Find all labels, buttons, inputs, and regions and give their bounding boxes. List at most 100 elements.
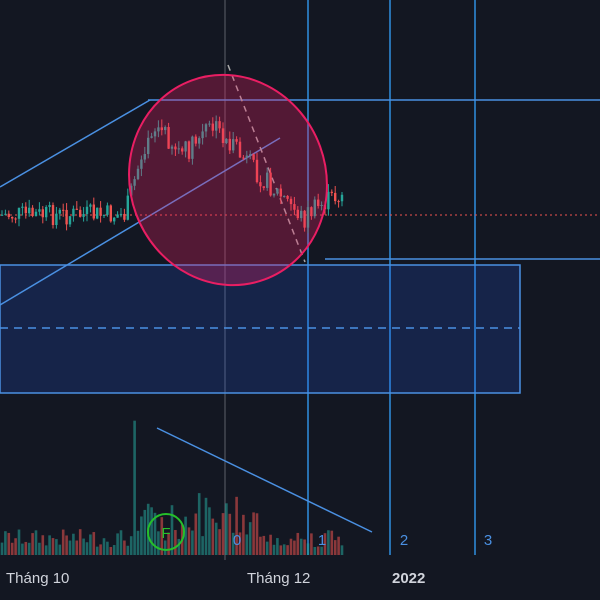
candle-body <box>283 195 286 197</box>
volume-bar <box>177 538 181 555</box>
volume-bar <box>174 530 177 555</box>
volume-bar <box>75 540 79 555</box>
candle-body <box>221 128 225 144</box>
candle-body <box>143 153 146 160</box>
candle-body <box>194 136 197 144</box>
volume-bar <box>242 514 245 555</box>
volume-bar <box>133 420 136 555</box>
candle-body <box>106 205 109 215</box>
candle-body <box>266 172 269 188</box>
volume-bar <box>21 543 24 555</box>
volume-bar <box>184 516 187 555</box>
volume-bar <box>225 503 228 555</box>
candle-body <box>55 213 58 226</box>
volume-bar <box>303 539 306 555</box>
candle-body <box>211 123 214 131</box>
volume-bar <box>143 509 147 555</box>
candle-body <box>119 213 123 215</box>
candle-body <box>4 213 7 215</box>
volume-bar <box>279 545 283 555</box>
volume-bar <box>92 532 96 555</box>
volume-bar <box>262 535 266 555</box>
candle-body <box>225 138 228 144</box>
volume-bar <box>123 540 126 555</box>
candle-body <box>68 216 72 225</box>
candle-body <box>177 148 180 150</box>
volume-bar <box>112 545 116 555</box>
wave-label: 3 <box>484 532 492 549</box>
volume-bar <box>238 532 242 555</box>
volume-bar <box>296 532 300 555</box>
volume-bar <box>116 533 119 555</box>
candle-body <box>262 186 265 188</box>
candle-body <box>306 207 310 228</box>
volume-bar <box>89 534 92 555</box>
volume-bar <box>41 535 45 555</box>
candle-body <box>259 182 262 187</box>
volume-bar <box>7 532 11 555</box>
candle-body <box>147 137 150 154</box>
candle-body <box>157 127 160 132</box>
candle-body <box>334 192 337 202</box>
volume-bar <box>48 535 51 555</box>
candle-body <box>300 210 303 219</box>
candle-body <box>252 154 255 160</box>
candle-body <box>0 214 4 216</box>
candle-body <box>293 204 296 210</box>
candle-body <box>191 136 194 159</box>
volume-bar <box>99 544 102 555</box>
price-zone <box>0 264 521 394</box>
wave-label: 2 <box>400 532 408 549</box>
volume-bar <box>126 545 130 555</box>
volume-bar <box>201 536 204 555</box>
candle-body <box>164 127 167 131</box>
volume-bar <box>157 531 160 555</box>
volume-bar <box>289 538 293 555</box>
candle-body <box>167 127 170 149</box>
candle-body <box>99 207 102 216</box>
dashed-projection <box>227 64 306 263</box>
candle-body <box>303 210 306 228</box>
volume-bar <box>68 540 72 555</box>
candle-body <box>123 213 126 220</box>
candle-body <box>218 121 221 129</box>
candles <box>0 115 344 234</box>
candle-body <box>58 209 61 214</box>
candle-body <box>249 154 252 156</box>
candle-body <box>184 141 187 152</box>
volume-bar <box>150 507 153 555</box>
candle-body <box>330 191 333 193</box>
volume-bar <box>231 532 235 555</box>
candle-body <box>24 206 27 214</box>
volume-bar <box>214 522 218 555</box>
volume-bar <box>255 513 259 555</box>
candle-body <box>140 159 143 169</box>
candle-body <box>28 207 31 214</box>
volume-bar <box>65 535 68 555</box>
candle-body <box>14 218 17 220</box>
volume-bar <box>55 539 58 555</box>
candle-body <box>245 155 248 159</box>
wave-label: 0 <box>233 532 241 549</box>
candle-body <box>289 198 293 205</box>
candle-body <box>79 209 82 217</box>
volume-bar <box>4 531 7 555</box>
candle-body <box>174 146 177 150</box>
volume-bar <box>58 544 62 555</box>
candle-body <box>313 199 316 217</box>
volume-bar <box>14 538 17 555</box>
volume-bar <box>24 541 28 555</box>
candle-body <box>116 214 119 218</box>
candle-body <box>204 124 208 132</box>
volume-bar <box>252 512 255 555</box>
volume-bar <box>265 541 269 555</box>
candle-body <box>310 207 313 217</box>
volume-bar <box>17 529 21 555</box>
volume-bar <box>323 533 327 555</box>
candle-body <box>235 139 238 142</box>
candle-body <box>89 204 92 207</box>
candle-body <box>228 138 231 151</box>
volume-bar <box>299 538 303 555</box>
